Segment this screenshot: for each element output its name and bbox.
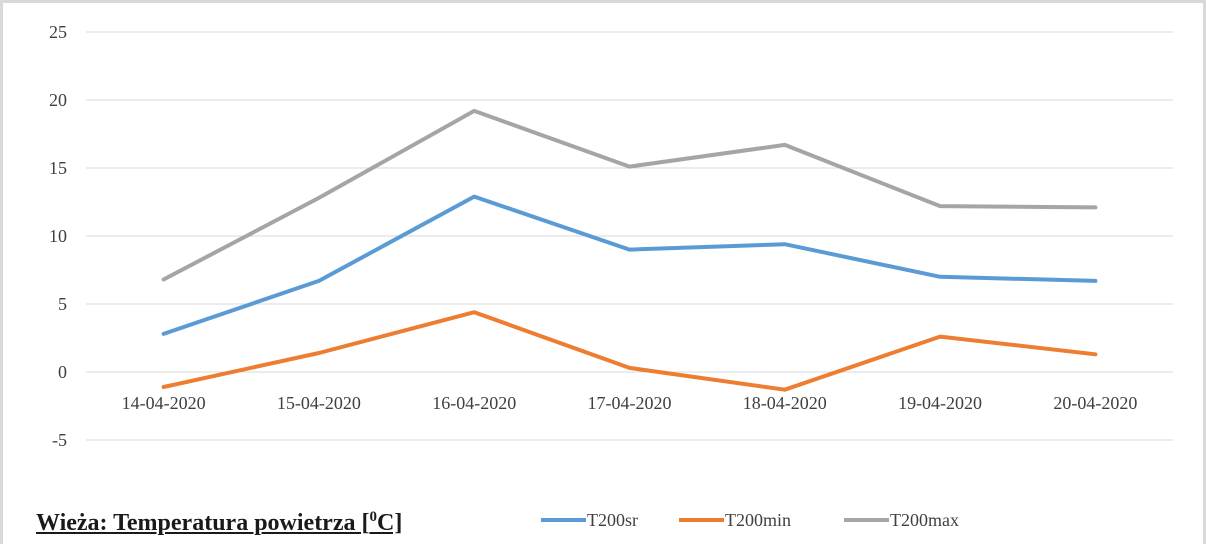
y-tick-label: -5 — [52, 430, 67, 450]
x-tick-label: 16-04-2020 — [432, 393, 516, 413]
legend-label-t200min: T200min — [725, 510, 791, 530]
chart-title: Wieża: Temperatura powietrza [0C] — [36, 509, 403, 536]
x-tick-label: 19-04-2020 — [898, 393, 982, 413]
x-tick-label: 15-04-2020 — [277, 393, 361, 413]
y-tick-label: 25 — [49, 22, 67, 42]
y-tick-label: 20 — [49, 90, 67, 110]
y-axis-labels: 25 20 15 10 5 0 -5 — [49, 22, 67, 450]
y-tick-label: 5 — [58, 294, 67, 314]
x-axis-labels: 14-04-2020 15-04-2020 16-04-2020 17-04-2020… — [122, 393, 1138, 413]
series-lines — [161, 108, 1098, 392]
y-tick-label: 0 — [58, 362, 67, 382]
x-tick-label: 17-04-2020 — [588, 393, 672, 413]
y-tick-label: 15 — [49, 158, 67, 178]
x-tick-label: 18-04-2020 — [743, 393, 827, 413]
x-tick-label: 14-04-2020 — [122, 393, 206, 413]
series-line-t200max — [161, 108, 1098, 282]
y-tick-label: 10 — [49, 226, 67, 246]
legend: T200sr T200min T200max — [541, 510, 959, 530]
legend-label-t200sr: T200sr — [587, 510, 638, 530]
series-line-t200sr — [161, 194, 1098, 336]
line-chart: 25 20 15 10 5 0 -5 14-04-2020 15-04-2020 16-04-2… — [49, 22, 1173, 530]
x-tick-label: 20-04-2020 — [1053, 393, 1137, 413]
series-line-t200min — [161, 310, 1098, 392]
legend-label-t200max: T200max — [890, 510, 959, 530]
